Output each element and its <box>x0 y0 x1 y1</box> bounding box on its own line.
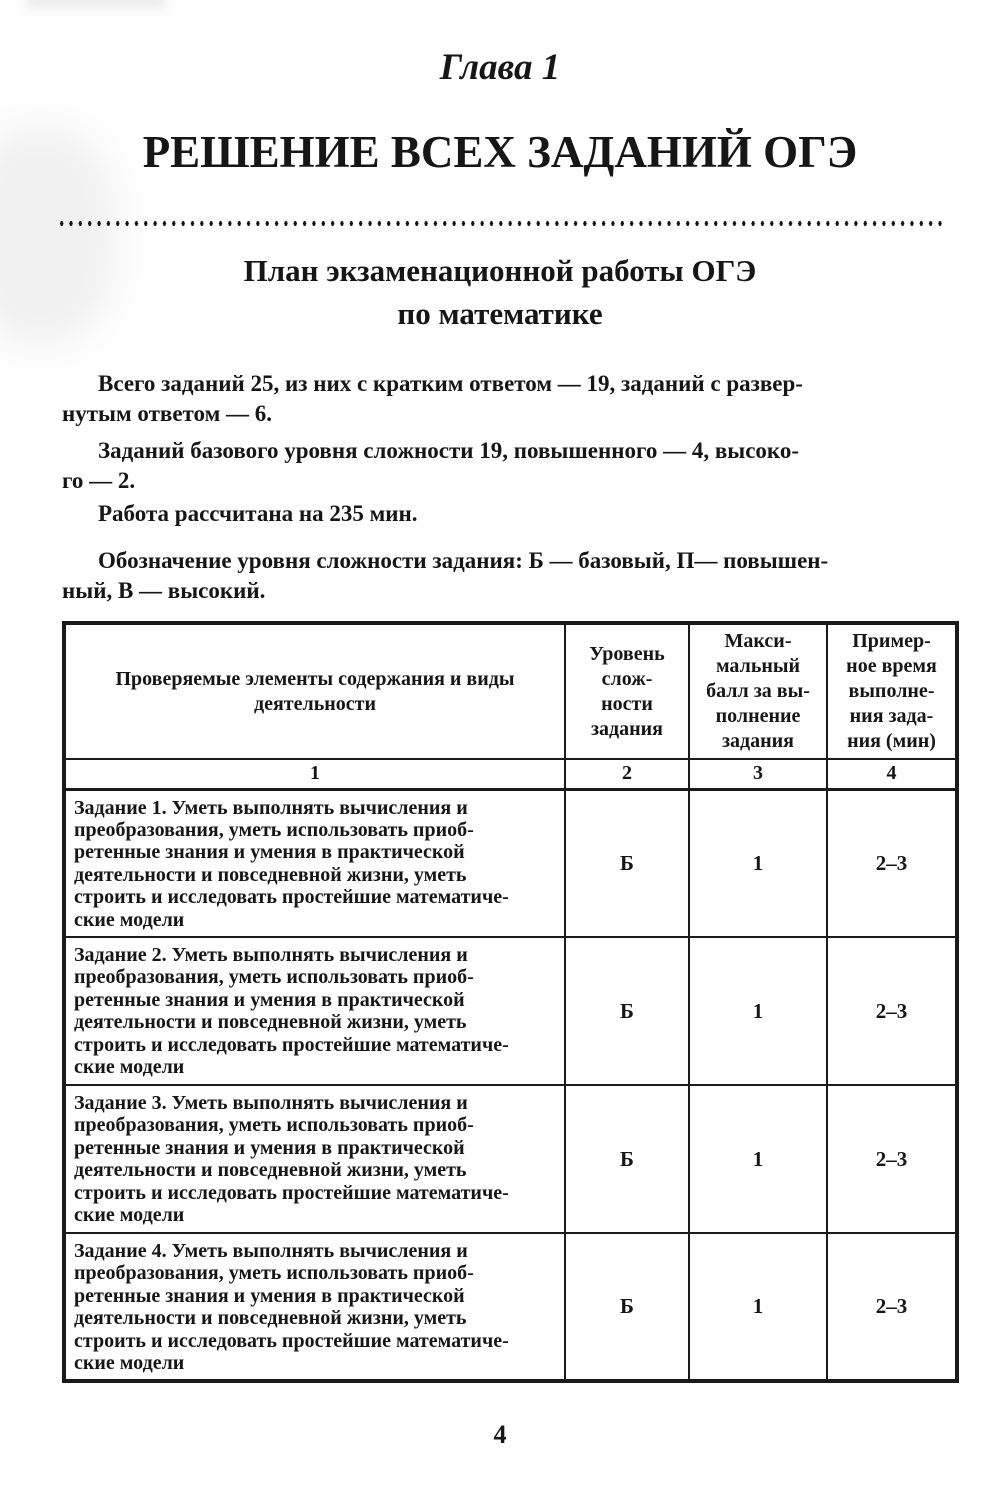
task-description-text: Уметь выполнять вычисления и преобразова… <box>74 1240 509 1375</box>
task-description: Задание 3. Уметь выполнять вычисления и … <box>63 1084 566 1234</box>
task-label: Задание 3. <box>74 1092 167 1114</box>
task-max-score: 1 <box>688 1084 828 1234</box>
task-time: 2–3 <box>826 1232 958 1382</box>
page-number: 4 <box>493 1420 507 1449</box>
column-number: 2 <box>564 758 690 791</box>
table-row-task-2: Задание 2. Уметь выполнять вычисления и … <box>63 936 958 1086</box>
column-number-row: 1 2 3 4 <box>63 758 958 791</box>
dotted-divider <box>57 219 945 228</box>
scan-artifact <box>26 0 166 8</box>
task-label: Задание 1. <box>74 796 167 819</box>
task-time: 2–3 <box>826 788 958 938</box>
exam-plan-table: Проверяемые элементы содержания и виды д… <box>62 621 959 1383</box>
task-level: Б <box>564 788 690 938</box>
paragraph-total-tasks: Всего заданий 25, из них с кратким ответ… <box>62 371 803 426</box>
task-label: Задание 2. <box>74 944 167 966</box>
task-description-text: Уметь выполнять вычисления и преобразова… <box>74 944 509 1079</box>
task-level: Б <box>564 1232 690 1382</box>
paragraph-level-legend: Обозначение уровня сложности задания: Б … <box>62 548 829 603</box>
task-description: Задание 1. Уметь выполнять вычисления и … <box>63 788 566 938</box>
task-max-score: 1 <box>688 788 828 938</box>
task-description-text: Уметь выполнять вычисления и преобразова… <box>74 1092 509 1227</box>
task-time: 2–3 <box>826 1084 958 1234</box>
paragraph-duration: Работа рассчитана на 235 мин. <box>98 501 418 526</box>
table-header-row: Проверяемые элементы содержания и виды д… <box>63 622 958 760</box>
column-number: 3 <box>688 758 828 791</box>
task-description: Задание 4. Уметь выполнять вычисления и … <box>63 1232 566 1382</box>
task-description-text: Уметь выполнять вычисления и преобразова… <box>74 796 509 931</box>
column-number: 1 <box>63 758 566 791</box>
task-level: Б <box>564 1084 690 1234</box>
table-row-task-4: Задание 4. Уметь выполнять вычисления и … <box>63 1232 958 1382</box>
table-row-task-3: Задание 3. Уметь выполнять вычисления и … <box>63 1084 958 1234</box>
page-title: РЕШЕНИЕ ВСЕХ ЗАДАНИЙ ОГЭ <box>142 127 858 177</box>
chapter-heading: Глава 1 <box>439 47 561 88</box>
task-level: Б <box>564 936 690 1086</box>
task-max-score: 1 <box>688 1232 828 1382</box>
task-time: 2–3 <box>826 936 958 1086</box>
task-label: Задание 4. <box>74 1240 167 1262</box>
header-max-score: Макси- мальный балл за вы- полнение зада… <box>688 622 828 760</box>
scan-artifact <box>0 128 116 343</box>
section-subtitle: План экзаменационной работы ОГЭ по матем… <box>243 253 757 331</box>
paragraph-difficulty-counts: Заданий базового уровня сложности 19, по… <box>62 438 800 493</box>
task-max-score: 1 <box>688 936 828 1086</box>
header-approx-time: Пример- ное время выполне- ния зада- ния… <box>826 622 958 760</box>
table-row-task-1: Задание 1. Уметь выполнять вычисления и … <box>63 788 958 938</box>
column-number: 4 <box>826 758 958 791</box>
header-content-elements: Проверяемые элементы содержания и виды д… <box>63 622 566 760</box>
task-description: Задание 2. Уметь выполнять вычисления и … <box>63 936 566 1086</box>
header-difficulty-level: Уровень слож- ности задания <box>564 622 690 760</box>
